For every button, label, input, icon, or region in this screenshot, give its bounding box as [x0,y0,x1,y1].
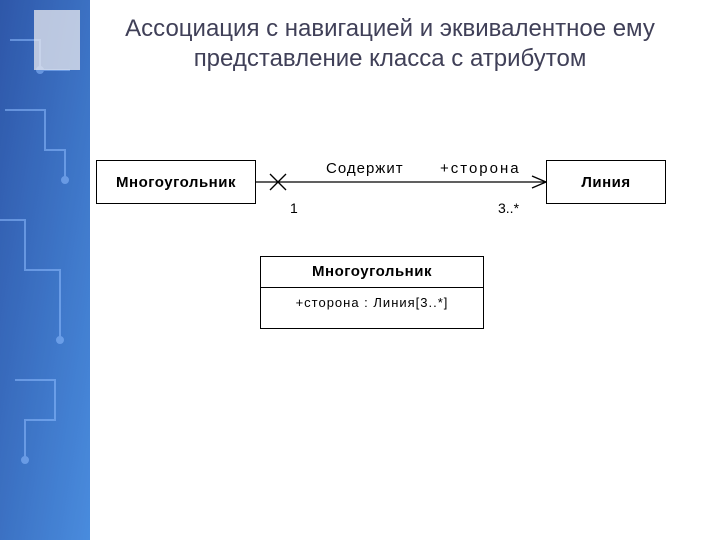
attr-class-name: Многоугольник [261,257,483,287]
attr-class-attribute: +сторона : Линия[3..*] [261,287,483,328]
class-box-with-attribute: Многоугольник +сторона : Линия[3..*] [260,256,484,329]
association-name-label: Содержит [326,160,404,177]
association-multiplicity-a: 1 [290,200,298,216]
association-role-b-label: +сторона [440,160,521,177]
association-multiplicity-b: 3..* [498,200,519,216]
